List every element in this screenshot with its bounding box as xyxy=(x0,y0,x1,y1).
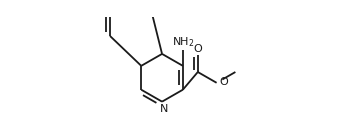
Text: N: N xyxy=(160,104,169,114)
Text: O: O xyxy=(193,44,202,54)
Text: NH$_2$: NH$_2$ xyxy=(172,35,194,49)
Text: O: O xyxy=(220,77,228,87)
